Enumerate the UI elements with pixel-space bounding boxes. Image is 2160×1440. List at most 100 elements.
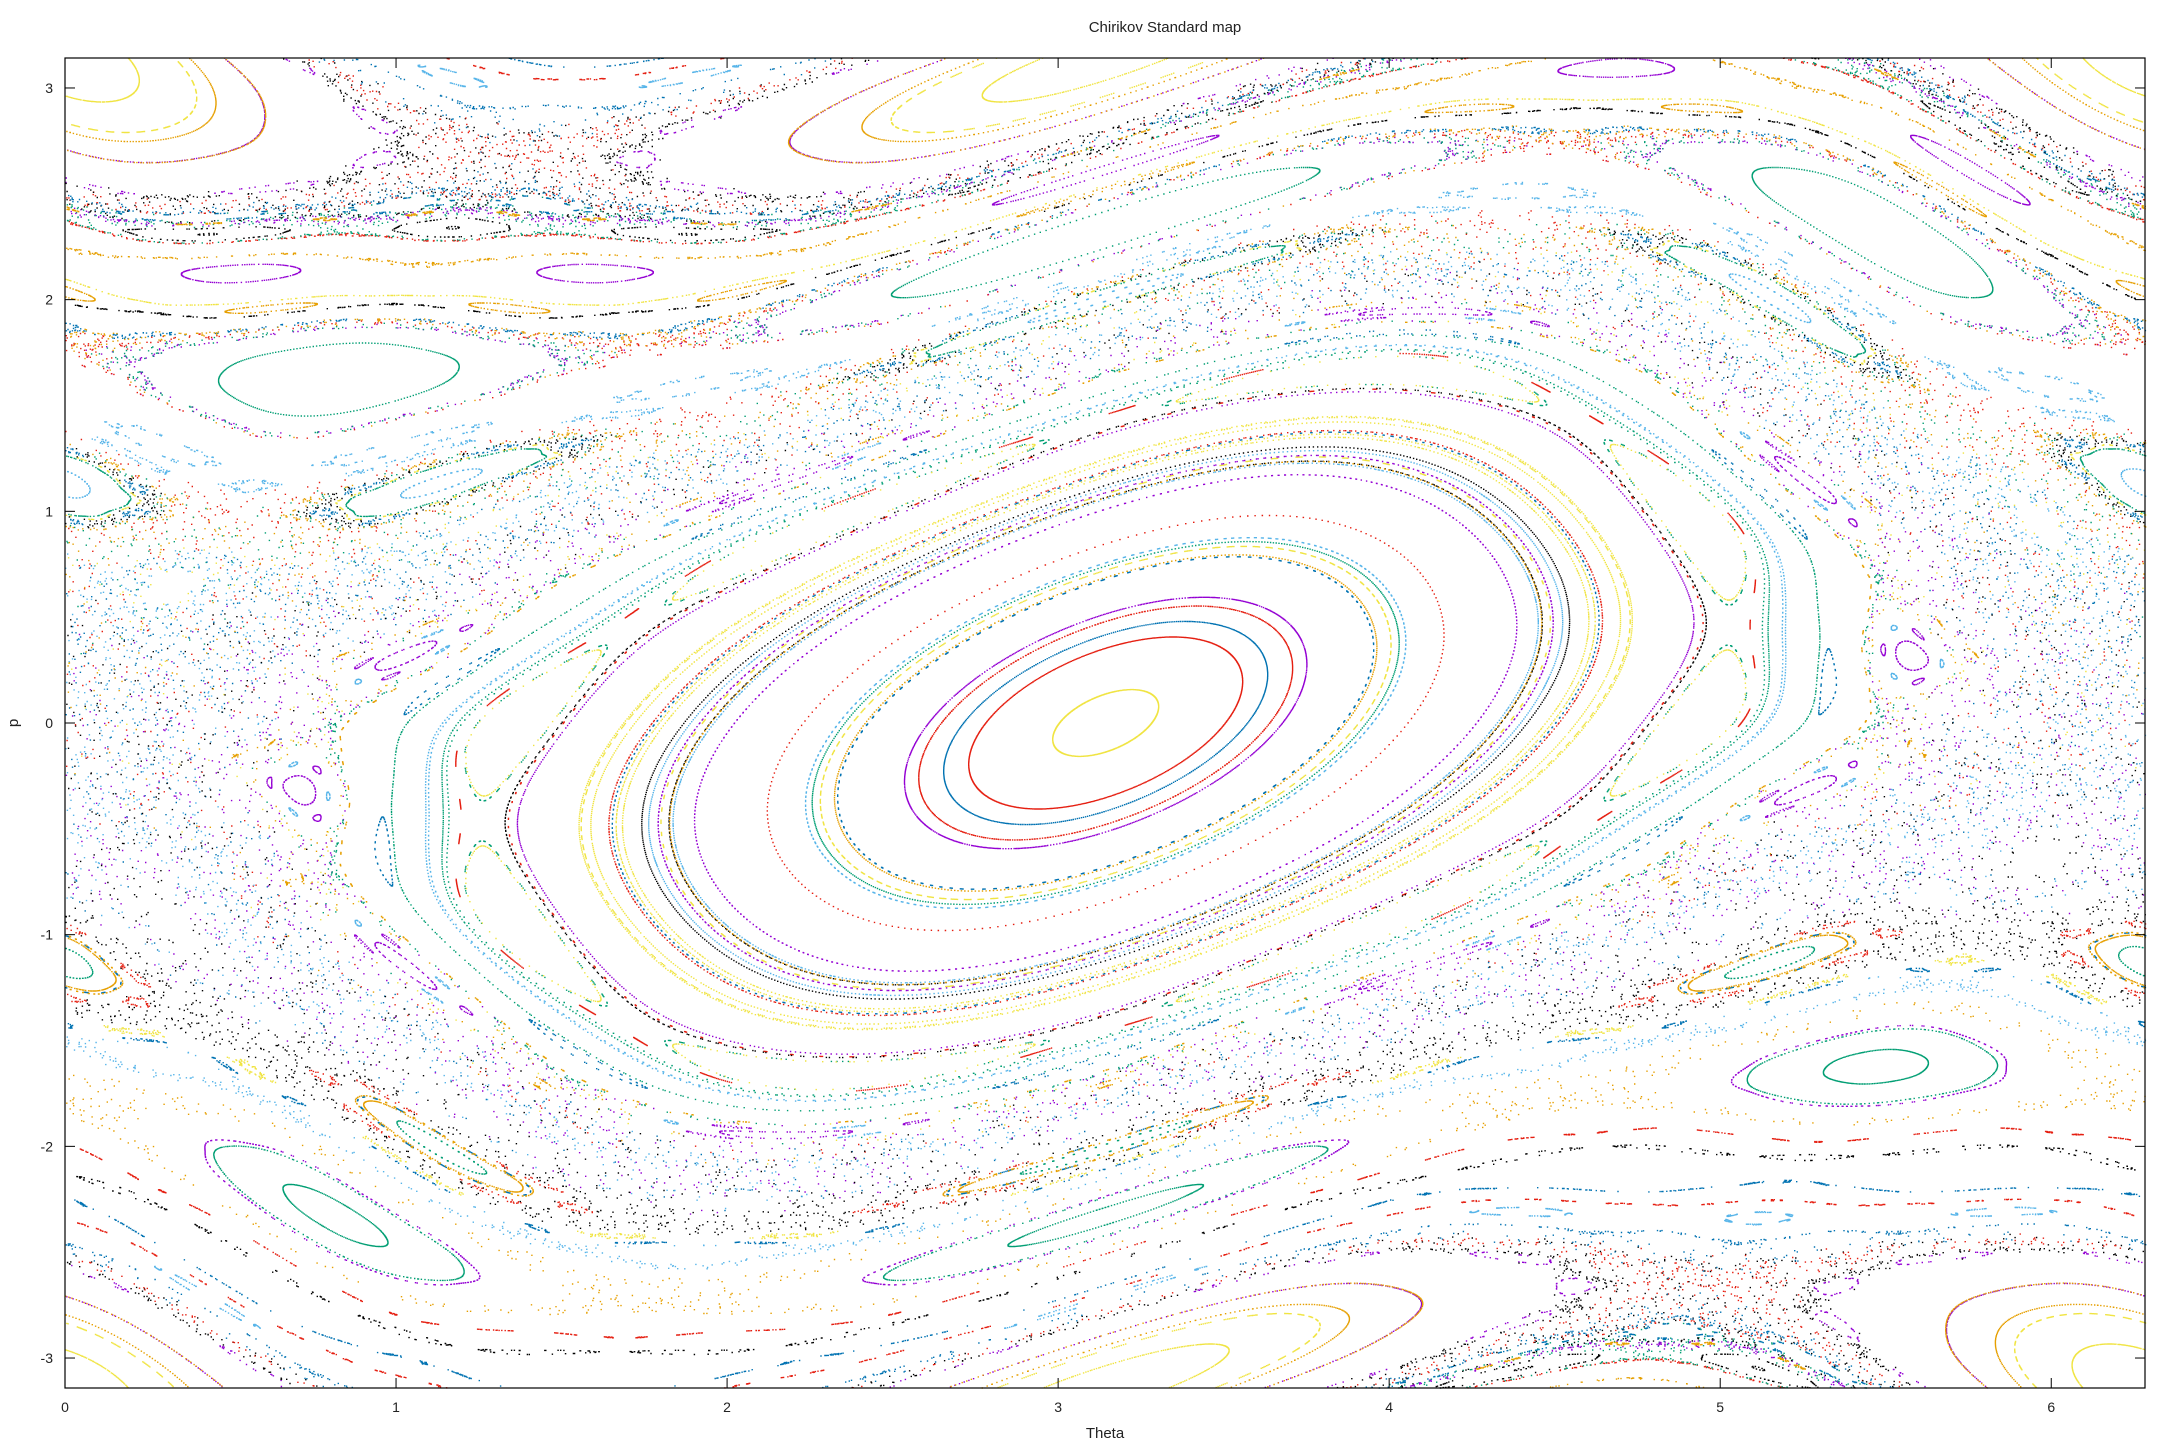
- orbit-22: [65, 210, 2146, 1154]
- orbit-110: [66, 57, 2145, 1389]
- orbit-87: [65, 58, 2136, 1389]
- y-axis-ticks: -3 -2 -1 0 1 2 3: [41, 80, 2145, 1366]
- orbit-16: [282, 306, 1929, 1140]
- y-tick-label: 3: [45, 80, 53, 96]
- orbit-7: [65, 875, 2146, 1236]
- x-tick-label: 2: [723, 1399, 731, 1415]
- orbit-111: [66, 57, 2142, 1389]
- orbit-26: [66, 975, 2147, 1270]
- orbit-15: [76, 1144, 2136, 1356]
- y-tick-label: -3: [41, 1350, 54, 1366]
- orbit-52: [103, 953, 2108, 1240]
- orbit-46: [65, 129, 2146, 439]
- orbit-36: [660, 456, 1551, 990]
- orbit-113: [446, 350, 1766, 1096]
- orbit-90: [91, 205, 2115, 494]
- orbit-65: [90, 135, 2117, 437]
- orbit-39: [66, 261, 2145, 1214]
- orbit-91: [65, 103, 2146, 314]
- orbit-68: [615, 433, 1596, 1013]
- orbit-85: [67, 967, 2145, 1245]
- orbit-53: [65, 232, 2145, 526]
- orbit-96: [70, 57, 2142, 1389]
- orbit-83: [339, 321, 1872, 1123]
- orbit-29: [65, 58, 2147, 1389]
- orbit-10: [288, 307, 1945, 1139]
- orbit-19: [66, 1001, 2146, 1316]
- orbit-82: [424, 344, 1787, 1102]
- orbit-114: [104, 181, 2105, 467]
- orbit-38: [968, 636, 1244, 810]
- x-tick-label: 4: [1385, 1399, 1393, 1415]
- y-tick-label: 2: [45, 292, 53, 308]
- orbit-48: [266, 306, 1925, 1140]
- orbit-115: [69, 125, 2147, 439]
- x-tick-label: 6: [2047, 1399, 2055, 1415]
- y-axis-label: p: [5, 719, 22, 727]
- orbit-6: [79, 1127, 2132, 1339]
- orbit-64: [693, 474, 1518, 972]
- orbit-47: [73, 283, 2139, 1187]
- orbit-109: [837, 556, 1375, 890]
- orbit-61: [74, 57, 2141, 1387]
- orbit-93: [611, 431, 1600, 1015]
- orbit-86: [81, 57, 2145, 1389]
- orbit-2: [648, 449, 1564, 997]
- orbit-103: [197, 142, 2014, 1372]
- orbit-84: [465, 355, 1747, 1091]
- x-tick-label: 3: [1054, 1399, 1062, 1415]
- x-tick-label: 5: [1716, 1399, 1724, 1415]
- orbit-95: [65, 908, 2145, 1226]
- orbit-92: [590, 421, 1622, 1025]
- orbit-106: [65, 279, 2147, 1210]
- orbit-70: [766, 514, 1445, 932]
- orbit-33: [390, 334, 1821, 1112]
- orbit-67: [66, 934, 2147, 1193]
- orbit-44: [580, 416, 1631, 1030]
- orbit-62: [507, 388, 1704, 1058]
- orbit-17: [811, 540, 1400, 906]
- chart-title: Chirikov Standard map: [1089, 19, 1242, 36]
- orbit-100: [578, 415, 1633, 1031]
- orbit-32: [516, 391, 1695, 1055]
- orbit-119: [65, 228, 2146, 529]
- orbit-97: [251, 302, 1956, 1145]
- orbit-59: [66, 58, 2146, 1389]
- y-tick-label: 1: [45, 503, 53, 519]
- orbit-80: [204, 1024, 2008, 1286]
- orbit-58: [66, 251, 2147, 1162]
- orbit-3: [66, 68, 2146, 1370]
- orbit-112: [180, 57, 2031, 284]
- orbit-30: [66, 920, 2147, 1214]
- orbit-14: [918, 605, 1294, 841]
- orbit-79: [641, 446, 1571, 1000]
- orbit-9: [217, 166, 1994, 417]
- x-tick-label: 0: [61, 1399, 69, 1415]
- orbit-98: [804, 537, 1407, 909]
- orbit-118: [66, 221, 2144, 1161]
- orbit-45: [374, 329, 1838, 1089]
- orbit-points: [65, 57, 2147, 1389]
- orbit-89: [66, 57, 2142, 1389]
- orbit-24: [65, 57, 2144, 1388]
- orbit-71: [504, 387, 1707, 1059]
- orbit-73: [66, 245, 2147, 518]
- x-axis-label: Theta: [1086, 1425, 1125, 1440]
- orbit-34: [427, 344, 1784, 1102]
- orbit-43: [65, 220, 2145, 1164]
- orbit-94: [608, 429, 1604, 1017]
- orbit-88: [71, 271, 2143, 1160]
- orbit-31: [122, 57, 2090, 1389]
- orbit-12: [621, 436, 1590, 1010]
- orbit-116: [819, 545, 1392, 901]
- orbit-104: [657, 454, 1554, 992]
- orbit-75: [69, 931, 2146, 1197]
- x-tick-label: 1: [392, 1399, 400, 1415]
- orbit-57: [65, 945, 2145, 1175]
- orbit-66: [154, 64, 2058, 1329]
- orbit-35: [65, 224, 2147, 531]
- orbit-50: [672, 462, 1539, 984]
- y-tick-label: -2: [41, 1138, 54, 1154]
